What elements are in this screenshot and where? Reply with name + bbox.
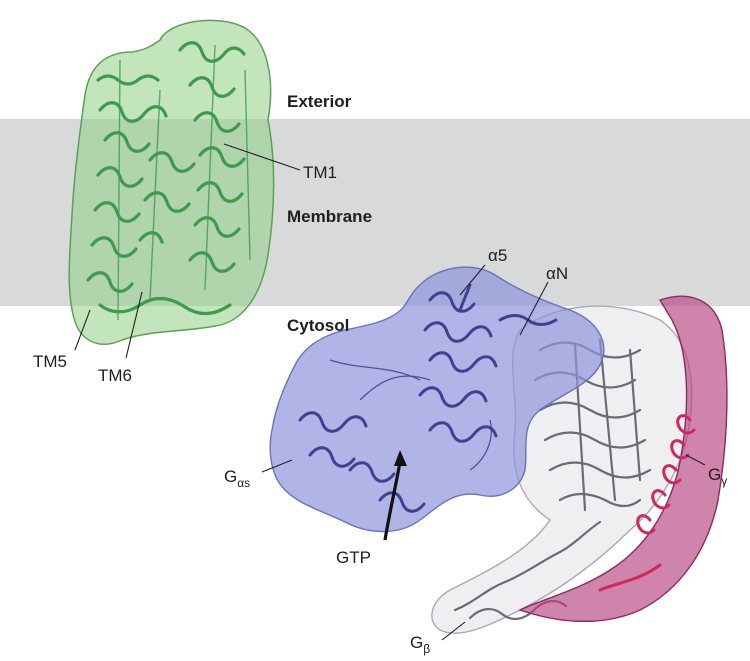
leader-g-alpha-s — [261, 459, 293, 473]
leader-alphaN — [519, 281, 549, 336]
label-g-beta-main: G — [410, 633, 423, 652]
g-gamma-surface — [518, 295, 728, 623]
label-tm6: TM6 — [98, 366, 132, 385]
label-g-alpha-s: Gαs — [224, 467, 250, 490]
label-tm1: TM1 — [303, 163, 337, 182]
receptor-structure — [68, 19, 275, 345]
receptor-surface — [68, 19, 275, 345]
g-gamma-structure — [518, 295, 728, 623]
label-g-gamma: Gγ — [708, 465, 727, 488]
region-label-membrane: Membrane — [287, 207, 372, 226]
region-label-cytosol: Cytosol — [287, 316, 349, 335]
label-g-alpha-s-sub: αs — [237, 476, 250, 490]
leader-g-beta — [441, 621, 466, 641]
label-gtp: GTP — [336, 548, 371, 567]
gtp-arrow — [383, 450, 407, 541]
leader-g-gamma — [685, 454, 706, 466]
leader-tm1 — [223, 143, 301, 171]
label-g-gamma-sub: γ — [721, 474, 727, 488]
label-g-beta-sub: β — [423, 642, 430, 656]
label-g-beta: Gβ — [410, 633, 430, 656]
leader-tm5 — [74, 309, 91, 351]
region-label-exterior: Exterior — [287, 92, 352, 111]
label-g-gamma-main: G — [708, 465, 721, 484]
label-alpha5: α5 — [488, 246, 507, 265]
leader-lines — [74, 143, 706, 641]
leader-tm6 — [125, 291, 143, 359]
leader-alpha5 — [459, 264, 486, 296]
label-tm5: TM5 — [33, 352, 67, 371]
label-alphaN: αN — [546, 264, 568, 283]
label-g-alpha-s-main: G — [224, 467, 237, 486]
